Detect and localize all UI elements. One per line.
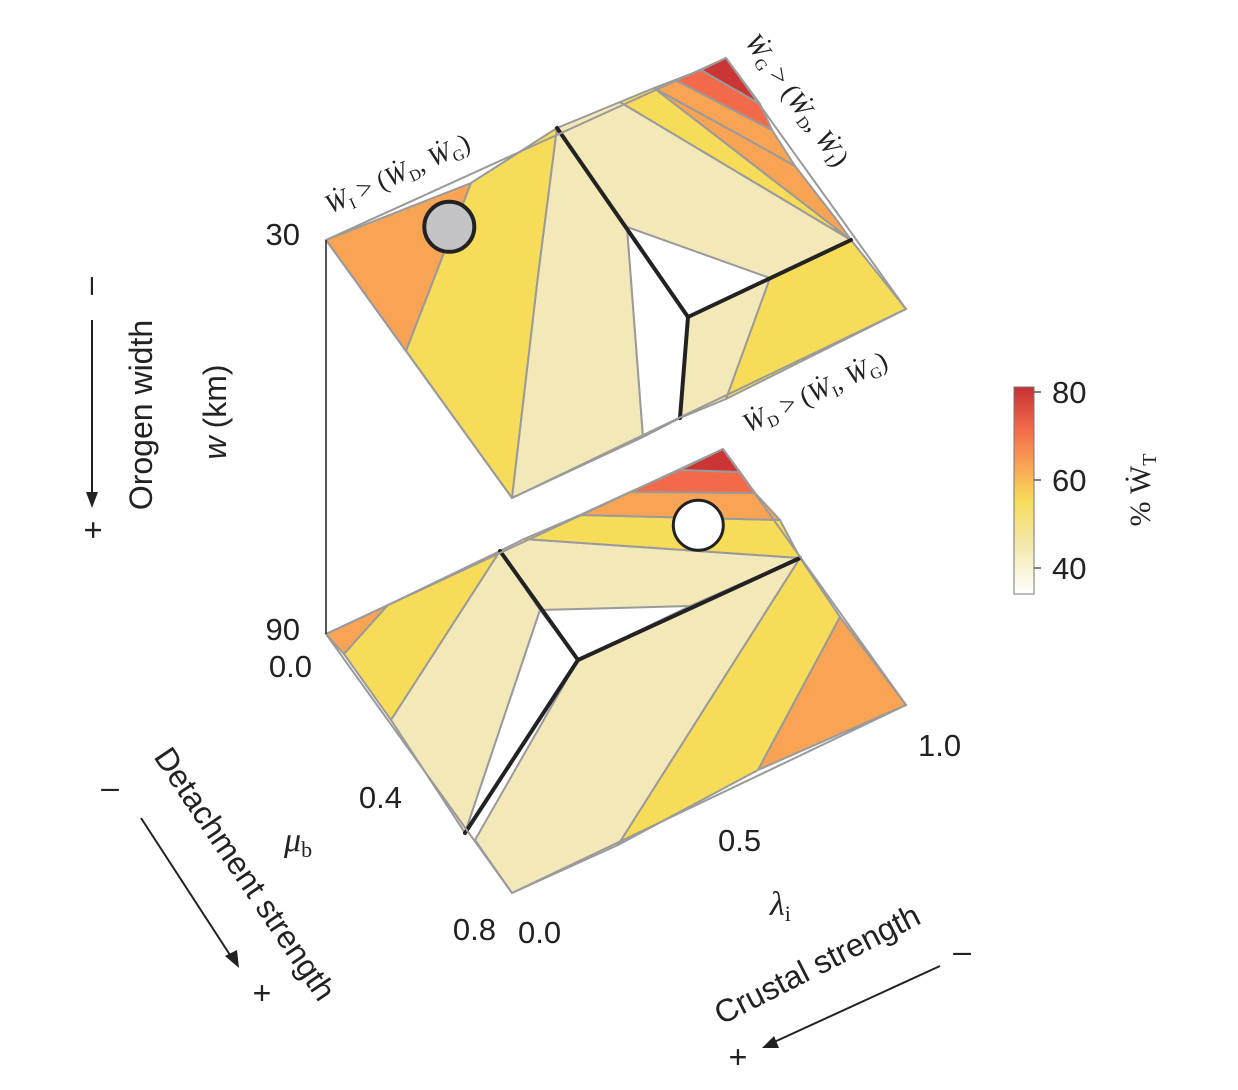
colorbar: 80 60 40 % ẆT (1013, 375, 1161, 595)
w-tick-90: 90 (266, 612, 300, 647)
boundary-w30-c (678, 315, 690, 420)
band-w30-9 (653, 79, 796, 167)
mu-arrow-line (140, 817, 233, 959)
colorbar-title: % ẆT (1124, 453, 1161, 526)
colorbar-tick-80: 80 (1052, 375, 1086, 410)
panel-w30 (324, 56, 908, 500)
w-unit: (km) (197, 364, 233, 428)
w-symbol: w (197, 435, 233, 460)
mu-tick-2: 0.8 (453, 912, 496, 947)
mu-plus: + (253, 975, 272, 1011)
lambda-i-label: λi (769, 886, 791, 926)
lambda-minus: – (953, 933, 971, 969)
mu-b-label: μb (283, 822, 312, 862)
mu-tick-1: 0.4 (359, 780, 402, 815)
w-plus: + (75, 521, 111, 540)
mu-arrow-head (225, 950, 239, 968)
colorbar-tick-40: 40 (1052, 551, 1086, 586)
w-unit-title: w (km) (197, 364, 233, 459)
w-arrow-head (86, 492, 98, 508)
boundary-w90-c (463, 658, 580, 835)
svg-text:w(km): w (km) (197, 364, 233, 459)
band-w90-6 (757, 616, 907, 771)
boundary-w30-b (686, 238, 853, 319)
band-w90-10 (629, 469, 756, 494)
orogen-width-title: Orogen width (123, 320, 159, 510)
marker-w90 (671, 498, 725, 552)
w-minus: – (71, 277, 107, 295)
mu-tick-0: 0.0 (269, 649, 312, 684)
lambda-tick-1: 0.5 (718, 823, 761, 858)
lambda-arrow-head (762, 1036, 779, 1048)
lambda-arrow-line (771, 965, 941, 1044)
mu-minus: – (101, 769, 119, 805)
lambda-tick-0: 0.0 (518, 915, 561, 950)
w-tick-30: 30 (266, 217, 300, 252)
lambda-tick-2: 1.0 (918, 728, 961, 763)
boundary-w90-b (576, 556, 802, 662)
boundary-w30-a (555, 126, 690, 319)
crustal-strength-title: Crustal strength (708, 897, 926, 1032)
lambda-plus: + (729, 1039, 748, 1075)
colorbar-gradient (1013, 386, 1035, 595)
colorbar-tick-60: 60 (1052, 463, 1086, 498)
marker-w30 (422, 199, 477, 254)
orogen-width-name: Orogen width (123, 320, 159, 510)
panel-w90 (324, 447, 908, 895)
boundary-w90-a (498, 549, 580, 662)
